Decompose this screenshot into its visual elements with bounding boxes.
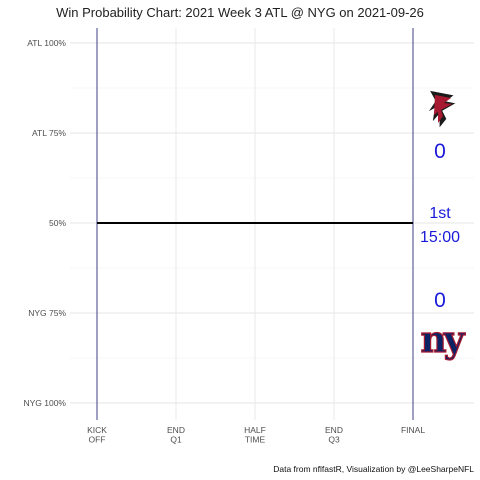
x-tick-label: END Q1 bbox=[167, 425, 185, 445]
y-tick-label: ATL 100% bbox=[27, 38, 66, 48]
game-quarter: 1st bbox=[429, 205, 451, 222]
chart-caption: Data from nflfastR, Visualization by @Le… bbox=[273, 464, 474, 474]
x-tick-label: FINAL bbox=[401, 425, 425, 435]
y-tick-label: ATL 75% bbox=[32, 128, 66, 138]
nyg-logo-icon: ny bbox=[420, 318, 469, 361]
svg-text:ny: ny bbox=[420, 319, 465, 361]
home-score: 0 bbox=[434, 289, 446, 312]
x-tick-label: HALF TIME bbox=[244, 425, 266, 445]
chart-title: Win Probability Chart: 2021 Week 3 ATL @… bbox=[56, 5, 424, 20]
y-tick-label: 50% bbox=[49, 218, 66, 228]
y-axis-ticks: ATL 100% ATL 75% 50% NYG 75% NYG 100% bbox=[23, 38, 66, 408]
x-tick-label: END Q3 bbox=[325, 425, 343, 445]
x-tick-label: KICK OFF bbox=[87, 425, 107, 445]
atl-falcon-logo-icon bbox=[426, 89, 459, 131]
x-axis-ticks: KICK OFF END Q1 HALF TIME END Q3 FINAL bbox=[87, 425, 425, 445]
away-score: 0 bbox=[434, 140, 446, 163]
game-clock: 15:00 bbox=[420, 229, 460, 246]
y-tick-label: NYG 100% bbox=[23, 398, 66, 408]
y-tick-label: NYG 75% bbox=[28, 308, 66, 318]
